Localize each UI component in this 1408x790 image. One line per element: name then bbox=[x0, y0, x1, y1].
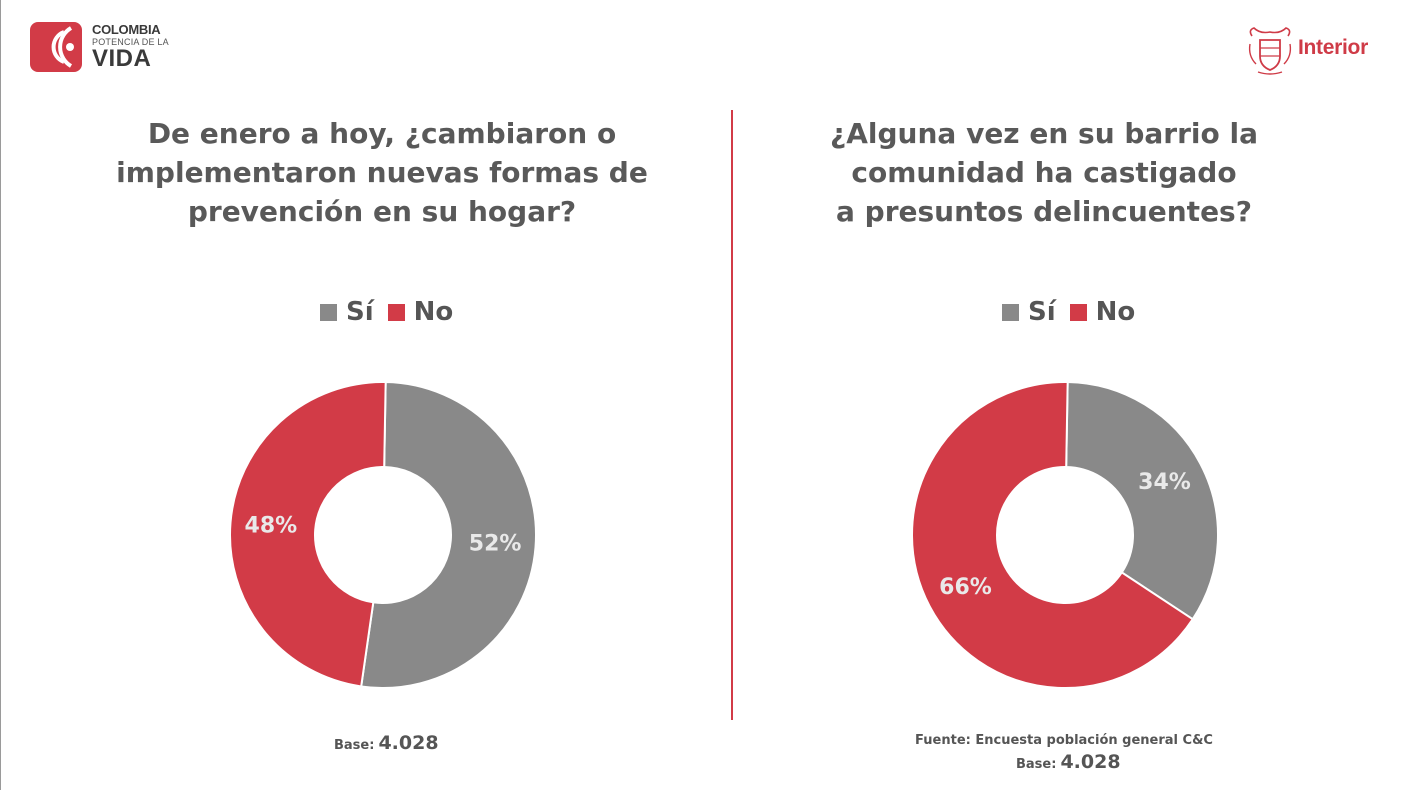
left-question-title: De enero a hoy, ¿cambiaron o implementar… bbox=[102, 114, 662, 231]
left-legend: Sí No bbox=[320, 296, 467, 328]
legend-swatch-no bbox=[387, 303, 405, 321]
legend-label-si: Sí bbox=[346, 297, 374, 327]
ministry-name: Interior bbox=[1298, 36, 1368, 59]
right-donut-svg: 34% 66% bbox=[911, 381, 1219, 689]
brand-mark-icon bbox=[30, 22, 82, 72]
right-legend: Sí No bbox=[1002, 296, 1149, 328]
legend-item-no: No bbox=[387, 297, 454, 327]
right-title-line: ¿Alguna vez en su barrio la bbox=[830, 117, 1258, 150]
donut-slice-no bbox=[229, 381, 387, 688]
brand-text: COLOMBIA POTENCIA DE LA VIDA bbox=[92, 22, 202, 71]
data-label-si: 34% bbox=[1138, 470, 1191, 495]
data-label-no: 66% bbox=[939, 575, 992, 600]
legend-label-si: Sí bbox=[1028, 297, 1056, 327]
legend-item-no: No bbox=[1069, 297, 1136, 327]
donut-slice-si bbox=[360, 381, 537, 689]
brand-line-2: POTENCIA DE LA bbox=[92, 37, 169, 47]
left-title-line: prevención en su hogar? bbox=[187, 195, 577, 228]
right-question-title: ¿Alguna vez en su barrio la comunidad ha… bbox=[764, 114, 1324, 231]
right-title-line: comunidad ha castigado bbox=[851, 156, 1237, 189]
right-donut-chart: 34% 66% bbox=[900, 370, 1230, 700]
base-value: 4.028 bbox=[378, 732, 439, 754]
left-title-line: implementaron nuevas formas de bbox=[116, 156, 648, 189]
legend-label-no: No bbox=[1095, 297, 1136, 327]
legend-swatch-si bbox=[320, 303, 337, 321]
right-title-line: a presuntos delincuentes? bbox=[836, 195, 1252, 228]
base-label: Base: bbox=[334, 738, 375, 753]
base-value: 4.028 bbox=[1060, 751, 1121, 773]
coat-of-arms-icon bbox=[1248, 27, 1292, 75]
slide-edge bbox=[0, 0, 1, 790]
left-base-note: Base: 4.028 bbox=[334, 732, 439, 754]
brand-line-1: COLOMBIA bbox=[92, 22, 161, 37]
data-label-si: 52% bbox=[469, 532, 522, 557]
legend-item-si: Sí bbox=[320, 297, 374, 327]
donut-slice-no bbox=[911, 381, 1195, 689]
source-note: Fuente: Encuesta población general C&C bbox=[915, 733, 1213, 748]
legend-swatch-no bbox=[1069, 303, 1087, 321]
right-base-note: Base: 4.028 bbox=[1016, 751, 1121, 773]
center-divider bbox=[731, 110, 733, 720]
ministerio-interior-logo: Interior bbox=[1246, 24, 1386, 78]
left-donut-svg: 52% 48% bbox=[229, 381, 537, 689]
donut-slice-si bbox=[1065, 381, 1219, 621]
legend-item-si: Sí bbox=[1002, 297, 1056, 327]
left-title-line: De enero a hoy, ¿cambiaron o bbox=[147, 117, 617, 150]
colombia-potencia-de-la-vida-logo: COLOMBIA POTENCIA DE LA VIDA bbox=[30, 22, 180, 74]
data-label-no: 48% bbox=[245, 513, 298, 538]
legend-swatch-si bbox=[1002, 303, 1019, 321]
base-label: Base: bbox=[1016, 757, 1057, 772]
left-donut-chart: 52% 48% bbox=[218, 370, 548, 700]
brand-line-3: VIDA bbox=[92, 45, 152, 72]
legend-label-no: No bbox=[413, 297, 454, 327]
